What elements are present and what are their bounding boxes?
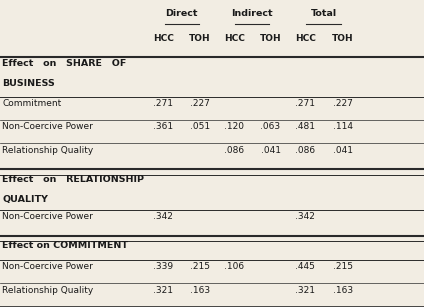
Text: Direct: Direct bbox=[165, 9, 198, 18]
Text: .063: .063 bbox=[260, 122, 281, 131]
Text: .215: .215 bbox=[190, 262, 210, 271]
Text: BUSINESS: BUSINESS bbox=[2, 79, 55, 88]
Text: Non-Coercive Power: Non-Coercive Power bbox=[2, 212, 93, 221]
Text: HCC: HCC bbox=[224, 34, 245, 43]
Text: .271: .271 bbox=[153, 99, 173, 108]
Text: .445: .445 bbox=[296, 262, 315, 271]
Text: Relationship Quality: Relationship Quality bbox=[2, 286, 93, 295]
Text: .163: .163 bbox=[190, 286, 210, 295]
Text: .227: .227 bbox=[190, 99, 210, 108]
Text: .481: .481 bbox=[295, 122, 315, 131]
Text: QUALITY: QUALITY bbox=[2, 195, 48, 204]
Text: .342: .342 bbox=[296, 212, 315, 221]
Text: .361: .361 bbox=[153, 122, 173, 131]
Text: .086: .086 bbox=[224, 146, 245, 155]
Text: .041: .041 bbox=[260, 146, 281, 155]
Text: .041: .041 bbox=[332, 146, 353, 155]
Text: .321: .321 bbox=[153, 286, 173, 295]
Text: Effect on COMMITMENT: Effect on COMMITMENT bbox=[2, 241, 128, 251]
Text: TOH: TOH bbox=[189, 34, 211, 43]
Text: Indirect: Indirect bbox=[232, 9, 273, 18]
Text: HCC: HCC bbox=[295, 34, 316, 43]
Text: Total: Total bbox=[311, 9, 337, 18]
Text: Non-Coercive Power: Non-Coercive Power bbox=[2, 262, 93, 271]
Text: HCC: HCC bbox=[153, 34, 174, 43]
Text: .163: .163 bbox=[332, 286, 353, 295]
Text: .215: .215 bbox=[332, 262, 353, 271]
Text: Effect   on   RELATIONSHIP: Effect on RELATIONSHIP bbox=[2, 175, 144, 184]
Text: TOH: TOH bbox=[332, 34, 354, 43]
Text: TOH: TOH bbox=[259, 34, 282, 43]
Text: .339: .339 bbox=[153, 262, 173, 271]
Text: .321: .321 bbox=[295, 286, 315, 295]
Text: .342: .342 bbox=[153, 212, 173, 221]
Text: Effect   on   SHARE   OF: Effect on SHARE OF bbox=[2, 59, 126, 68]
Text: .106: .106 bbox=[224, 262, 245, 271]
Text: .120: .120 bbox=[224, 122, 245, 131]
Text: Commitment: Commitment bbox=[2, 99, 61, 108]
Text: Relationship Quality: Relationship Quality bbox=[2, 146, 93, 155]
Text: .114: .114 bbox=[332, 122, 353, 131]
Text: Non-Coercive Power: Non-Coercive Power bbox=[2, 122, 93, 131]
Text: .227: .227 bbox=[333, 99, 352, 108]
Text: .051: .051 bbox=[190, 122, 210, 131]
Text: .271: .271 bbox=[295, 99, 315, 108]
Text: .086: .086 bbox=[295, 146, 315, 155]
